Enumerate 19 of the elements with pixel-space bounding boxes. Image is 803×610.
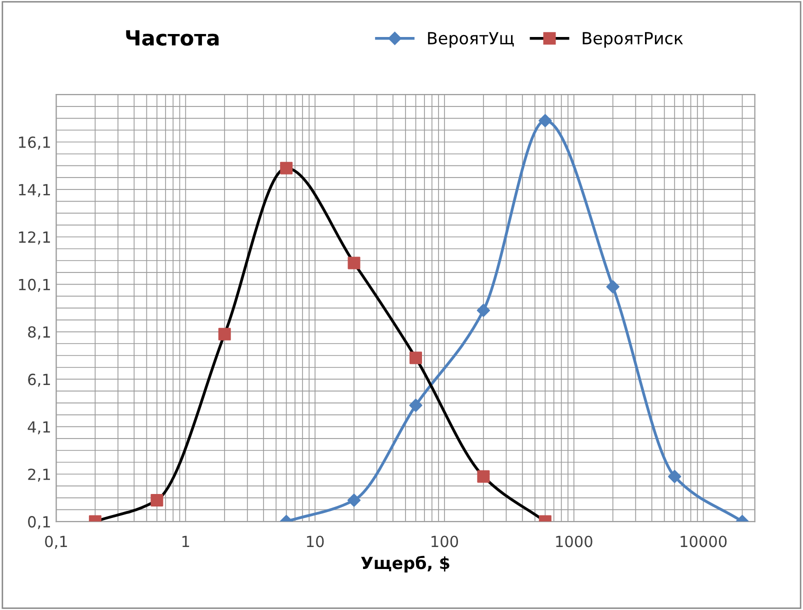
y-tick-label: 10,1 [19,278,50,292]
x-tick-label: 1000 [556,536,592,548]
x-axis-title: Ущерб, $ [361,556,450,572]
x-tick-label: 0,1 [45,536,67,549]
x-tick-label: 10000 [680,536,727,548]
x-tick-label: 10 [307,536,324,548]
y-tick-label: 16,1 [19,136,50,150]
chart-title: Частота [126,30,219,46]
y-tick-label: 0,1 [28,516,50,530]
y-tick-label: 2,1 [28,468,50,482]
x-tick-label: 100 [432,536,458,548]
y-tick-label: 12,1 [19,231,50,244]
y-tick-label: 8,1 [28,326,50,340]
legend-label: ВероятУщ [428,32,514,48]
y-tick-label: 14,1 [19,184,50,198]
legend-label: ВероятРиск [582,32,683,48]
y-tick-label: 6,1 [28,374,50,387]
y-tick-label: 4,1 [28,421,50,434]
x-tick-label: 1 [182,536,190,548]
